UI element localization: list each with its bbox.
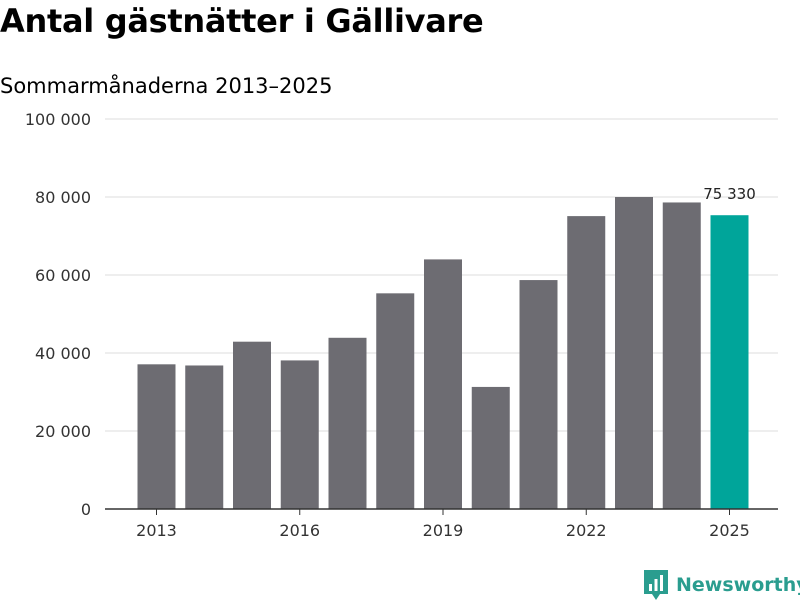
bars [137,197,749,510]
bar-2024 [662,202,701,509]
bar-2019 [424,259,462,509]
bar-2017 [328,337,367,509]
bar-2013 [137,364,176,509]
bar-2021 [519,280,558,509]
chart-title: Antal gästnätter i Gällivare [0,2,484,40]
x-axis-tick-labels: 2013 2016 2019 2022 2025 [136,509,750,540]
y-tick-label: 60 000 [35,266,91,285]
bar-2018 [376,293,415,509]
bar-2015 [233,341,271,509]
bar-2014 [185,365,224,509]
chart-subtitle: Sommarmånaderna 2013–2025 [0,74,333,98]
x-tick-label: 2013 [136,521,177,540]
bar-2025 [710,215,749,509]
y-tick-label: 40 000 [35,344,91,363]
data-label-2025: 75 330 [703,185,756,203]
y-axis-tick-labels: 0 20 000 40 000 60 000 80 000 100 000 [25,110,91,519]
y-tick-label: 100 000 [25,110,91,129]
bar-2020 [471,386,510,509]
y-tick-label: 0 [81,500,91,519]
y-tick-label: 20 000 [35,422,91,441]
x-tick-label: 2019 [423,521,464,540]
brand-logo: Newsworthy [644,569,800,601]
x-tick-label: 2022 [566,521,607,540]
x-tick-label: 2016 [279,521,320,540]
bar-2023 [615,197,653,509]
x-tick-label: 2025 [709,521,750,540]
newsworthy-logo-icon [644,570,668,600]
y-tick-label: 80 000 [35,188,91,207]
brand-name: Newsworthy [676,574,800,596]
data-labels: 75 330 [703,185,756,203]
bar-2016 [280,360,319,509]
bar-2022 [567,216,606,510]
